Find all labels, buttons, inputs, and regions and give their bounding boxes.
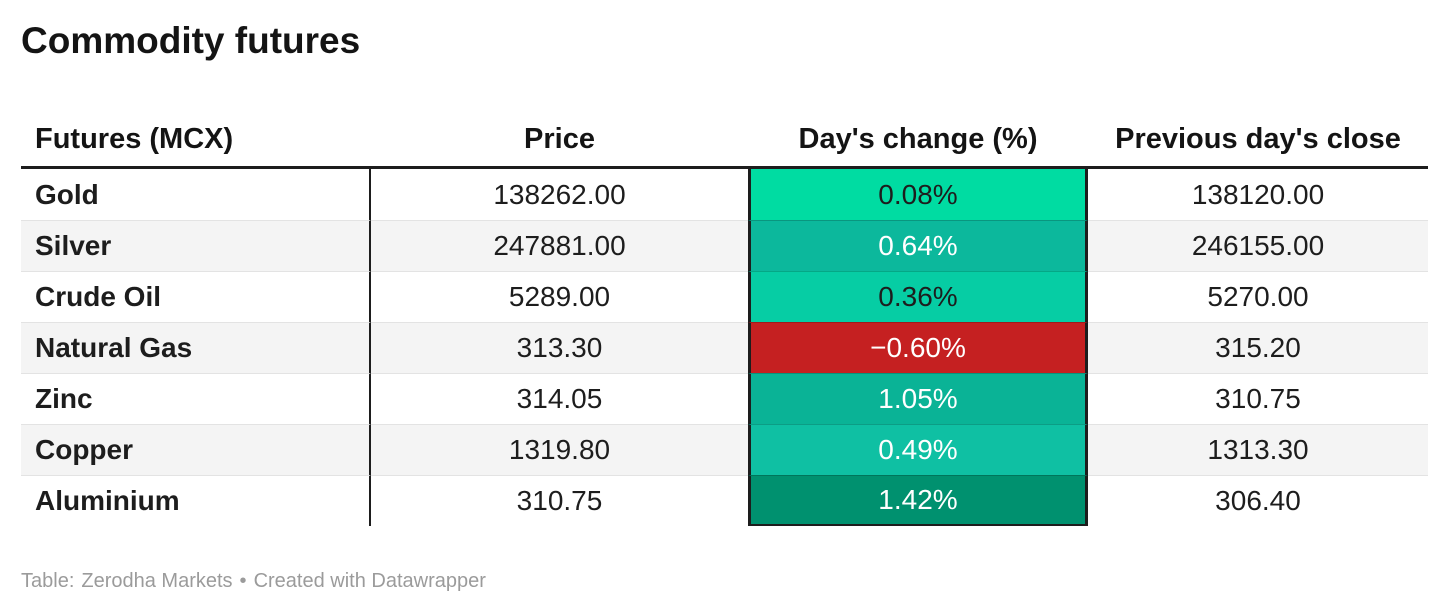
price-cell: 1319.80: [371, 424, 748, 475]
table-row-crude-oil: Crude Oil 5289.00 0.36% 5270.00: [21, 271, 1428, 322]
price-cell: 5289.00: [371, 271, 748, 322]
prev-close-cell: 310.75: [1088, 373, 1428, 424]
future-name-cell: Crude Oil: [21, 271, 371, 322]
prev-close-cell: 1313.30: [1088, 424, 1428, 475]
change-cell: 1.42%: [748, 475, 1088, 526]
future-name-cell: Silver: [21, 220, 371, 271]
prev-close-cell: 5270.00: [1088, 271, 1428, 322]
future-name-cell: Zinc: [21, 373, 371, 424]
change-cell: 0.64%: [748, 220, 1088, 271]
change-cell: 0.08%: [748, 169, 1088, 220]
table-row-zinc: Zinc 314.05 1.05% 310.75: [21, 373, 1428, 424]
table-row-silver: Silver 247881.00 0.64% 246155.00: [21, 220, 1428, 271]
change-cell: 1.05%: [748, 373, 1088, 424]
table-row-natural-gas: Natural Gas 313.30 −0.60% 315.20: [21, 322, 1428, 373]
future-name-cell: Gold: [21, 169, 371, 220]
page-title: Commodity futures: [21, 20, 361, 61]
table-footer: Table: Zerodha Markets • Created with Da…: [21, 570, 1449, 593]
page: Commodity futures Futures (MCX) Price Da…: [21, 20, 1449, 593]
column-header-price: Price: [371, 112, 748, 169]
price-cell: 138262.00: [493, 178, 626, 210]
bullet-separator: •: [239, 570, 247, 592]
future-name-cell: Natural Gas: [21, 322, 371, 373]
prev-close-cell: 315.20: [1088, 322, 1428, 373]
commodity-futures-table: Futures (MCX) Price Day's change (%) Pre…: [21, 112, 1428, 526]
price-cell: 310.75: [371, 475, 748, 526]
footer-source-link[interactable]: Zerodha Markets: [81, 570, 233, 592]
prev-close-cell: 138120.00: [1191, 178, 1325, 210]
future-name-cell: Copper: [21, 424, 371, 475]
price-cell: 247881.00: [371, 220, 748, 271]
prev-close-cell: 306.40: [1088, 475, 1428, 526]
table-row-gold: Gold 138262.00 0.08% 138120.00: [21, 169, 1428, 220]
prev-close-cell: 246155.00: [1088, 220, 1428, 271]
column-header-change: Day's change (%): [748, 112, 1088, 169]
change-cell: 0.49%: [748, 424, 1088, 475]
column-header-prev-close: Previous day's close: [1088, 112, 1428, 169]
price-cell: 314.05: [371, 373, 748, 424]
price-cell: 313.30: [371, 322, 748, 373]
change-cell: −0.60%: [748, 322, 1088, 373]
change-cell: 0.36%: [748, 271, 1088, 322]
column-header-futures: Futures (MCX): [21, 112, 371, 169]
footer-datawrapper-link[interactable]: Created with Datawrapper: [253, 570, 486, 592]
table-row-aluminium: Aluminium 310.75 1.42% 306.40: [21, 475, 1428, 526]
header-row: Futures (MCX) Price Day's change (%) Pre…: [21, 112, 1428, 169]
footer-table-label: Table:: [21, 570, 75, 592]
future-name-cell: Aluminium: [21, 475, 371, 526]
table-row-copper: Copper 1319.80 0.49% 1313.30: [21, 424, 1428, 475]
